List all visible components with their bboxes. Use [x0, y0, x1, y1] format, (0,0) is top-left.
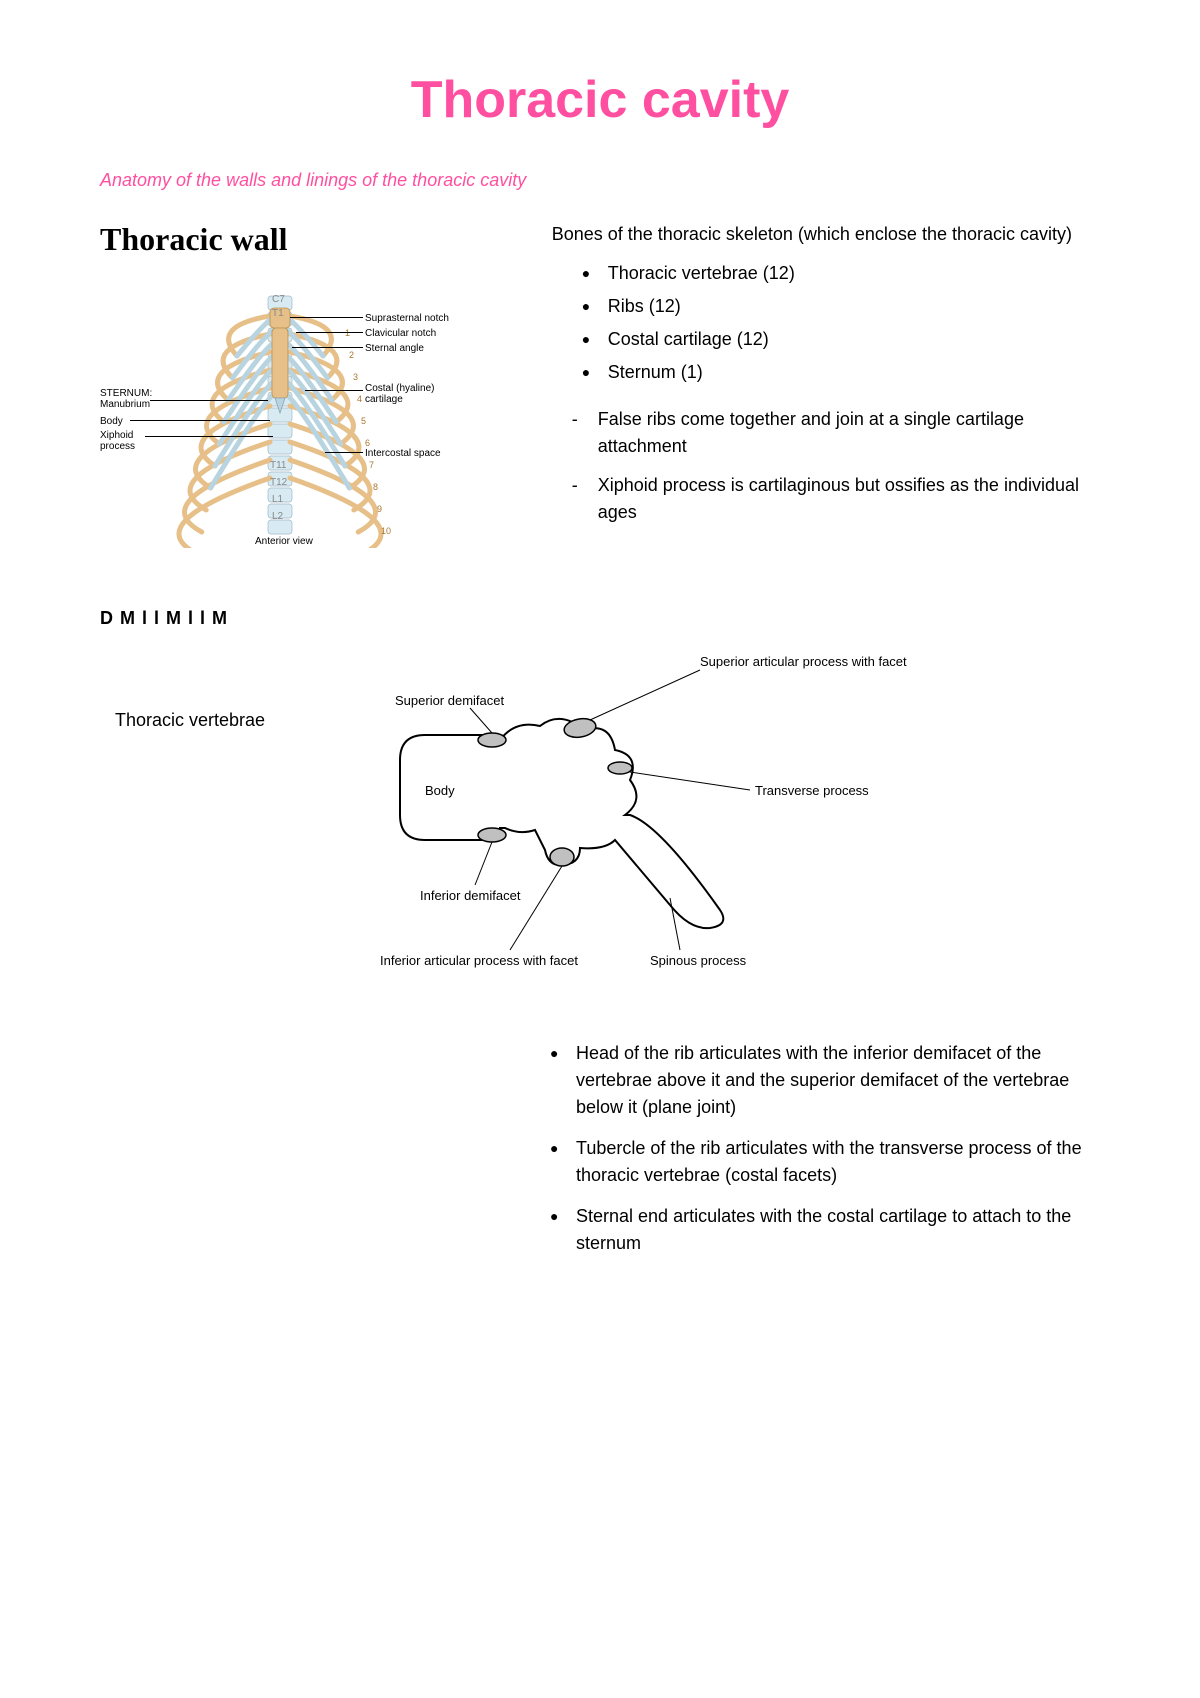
- list-item: Sternal end articulates with the costal …: [550, 1203, 1100, 1257]
- thoracic-wall-heading: Thoracic wall: [100, 221, 522, 258]
- label-costal: Costal (hyaline) cartilage: [365, 383, 434, 405]
- list-item: Ribs (12): [582, 293, 1100, 320]
- diagram-caption: Anterior view: [255, 536, 313, 547]
- spine-l1: L1: [272, 494, 283, 505]
- label-vbody: Body: [425, 783, 455, 798]
- svg-text:4: 4: [357, 394, 362, 404]
- ribcage-svg: 1 2 3 4 5 6 7 8 9 10: [150, 288, 410, 548]
- spine-t1: T1: [272, 308, 284, 319]
- label-sternalangle: Sternal angle: [365, 343, 424, 354]
- svg-text:6: 6: [365, 438, 370, 448]
- list-item: Tubercle of the rib articulates with the…: [550, 1135, 1100, 1189]
- label-inf-demi: Inferior demifacet: [420, 888, 521, 903]
- list-item: False ribs come together and join at a s…: [572, 406, 1100, 460]
- label-clavicular: Clavicular notch: [365, 328, 436, 339]
- svg-text:10: 10: [381, 526, 391, 536]
- label-sternum: STERNUM: Manubrium: [100, 388, 152, 410]
- spine-t11: T11: [270, 460, 287, 471]
- list-item: Costal cartilage (12): [582, 326, 1100, 353]
- subtitle: Anatomy of the walls and linings of the …: [100, 170, 1100, 191]
- svg-text:7: 7: [369, 460, 374, 470]
- spine-t12: T12: [270, 477, 287, 488]
- svg-text:9: 9: [377, 504, 382, 514]
- vertebra-label-col: Thoracic vertebrae: [100, 650, 320, 731]
- label-xiphoid: Xiphoid process: [100, 430, 135, 452]
- vertebra-section: Thoracic vertebrae: [100, 650, 1100, 990]
- spine-c7: C7: [272, 294, 285, 305]
- vertebra-svg: Superior articular process with facet Su…: [380, 650, 940, 990]
- thoracic-wall-right: Bones of the thoracic skeleton (which en…: [552, 221, 1100, 538]
- label-sup-demi: Superior demifacet: [395, 693, 504, 708]
- label-suprasternal: Suprasternal notch: [365, 313, 449, 324]
- notes-list: False ribs come together and join at a s…: [572, 406, 1100, 526]
- ribcage-diagram: 1 2 3 4 5 6 7 8 9 10 STERNUM: Manubrium Body Xiph…: [100, 278, 480, 558]
- bones-intro: Bones of the thoracic skeleton (which en…: [552, 221, 1100, 248]
- articulation-bullets: Head of the rib articulates with the inf…: [520, 1040, 1100, 1257]
- svg-text:5: 5: [361, 416, 366, 426]
- vertebra-diagram: Superior articular process with facet Su…: [380, 650, 940, 990]
- spine-l2: L2: [272, 511, 283, 522]
- author-fragment: D M l l M l l M: [100, 608, 1100, 630]
- list-item: Sternum (1): [582, 359, 1100, 386]
- svg-text:1: 1: [345, 328, 350, 338]
- list-item: Head of the rib articulates with the inf…: [550, 1040, 1100, 1121]
- list-item: Thoracic vertebrae (12): [582, 260, 1100, 287]
- svg-text:2: 2: [349, 350, 354, 360]
- label-transverse: Transverse process: [755, 783, 869, 798]
- label-body: Body: [100, 416, 123, 427]
- svg-text:8: 8: [373, 482, 378, 492]
- vertebra-label: Thoracic vertebrae: [115, 710, 265, 730]
- page-title: Thoracic cavity: [100, 70, 1100, 130]
- thoracic-wall-left: Thoracic wall 1 2 3 4 5 6 7 8 9 10 STERNUM: Manub…: [100, 221, 522, 558]
- list-item: Xiphoid process is cartilaginous but oss…: [572, 472, 1100, 526]
- label-spinous: Spinous process: [650, 953, 747, 968]
- label-intercostal: Intercostal space: [365, 448, 441, 459]
- svg-text:3: 3: [353, 372, 358, 382]
- thoracic-wall-section: Thoracic wall 1 2 3 4 5 6 7 8 9 10 STERNUM: Manub…: [100, 221, 1100, 558]
- bones-list: Thoracic vertebrae (12) Ribs (12) Costal…: [582, 260, 1100, 386]
- label-sup-process: Superior articular process with facet: [700, 654, 907, 669]
- label-inf-process: Inferior articular process with facet: [380, 953, 578, 968]
